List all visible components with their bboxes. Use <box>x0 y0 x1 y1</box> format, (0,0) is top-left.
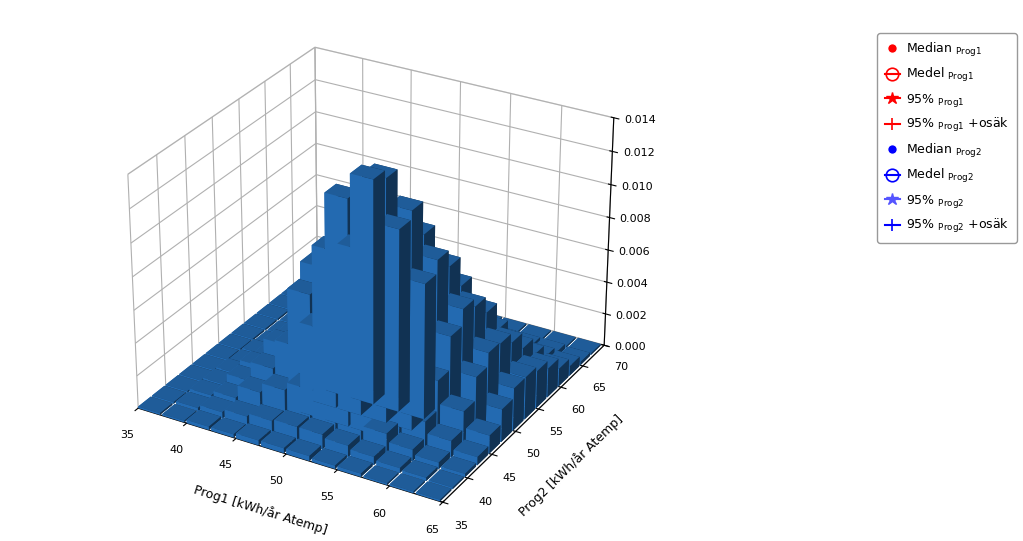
Legend: Median $_{\mathsf{Prog1}}$, Medel $_{\mathsf{Prog1}}$, 95% $_{\mathsf{Prog1}}$, : Median $_{\mathsf{Prog1}}$, Medel $_{\ma… <box>878 34 1017 243</box>
X-axis label: Prog1 [kWh/år Atemp]: Prog1 [kWh/år Atemp] <box>191 483 328 537</box>
Y-axis label: Prog2 [kWh/år Atemp]: Prog2 [kWh/år Atemp] <box>516 412 625 519</box>
